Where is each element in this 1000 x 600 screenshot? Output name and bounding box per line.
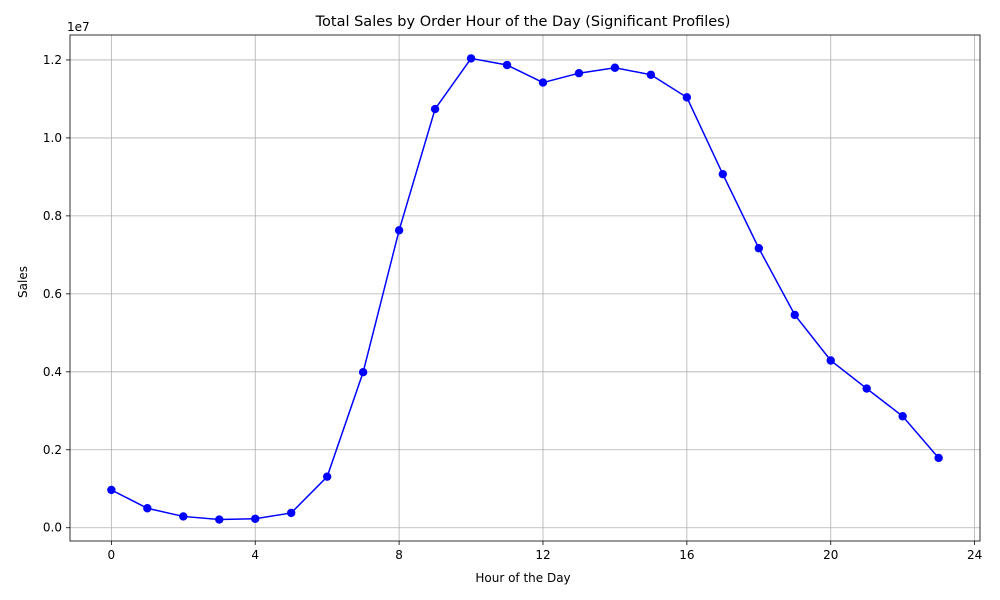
y-scale-label: 1e7	[67, 20, 90, 34]
y-axis-label: Sales	[16, 266, 30, 298]
data-point	[646, 70, 656, 79]
y-tick-label: 0.2	[43, 443, 62, 457]
y-tick-label: 0.8	[43, 209, 62, 223]
data-point	[538, 78, 548, 87]
data-point	[251, 514, 260, 523]
x-axis-label: Hour of the Day	[475, 571, 570, 585]
data-point	[179, 512, 188, 521]
data-point	[358, 368, 368, 377]
y-tick-label: 1.0	[43, 131, 62, 145]
data-point	[430, 104, 440, 114]
x-tick-label: 16	[679, 548, 694, 562]
y-tick-label: 0.6	[43, 287, 62, 301]
data-point	[862, 384, 871, 393]
chart-title: Total Sales by Order Hour of the Day (Si…	[315, 14, 731, 30]
y-tick-label: 0.0	[43, 521, 62, 535]
axis-ticks: 0 4 8 12 16 20 24 0.0 0.2 0.4 0.6 0.8 1.0 1.2	[43, 53, 982, 562]
data-point	[502, 60, 512, 70]
data-point	[107, 485, 116, 495]
data-point	[574, 69, 584, 78]
data-point	[322, 472, 332, 481]
x-tick-label: 20	[823, 548, 838, 562]
data-point	[790, 310, 799, 320]
data-point	[394, 226, 404, 235]
data-point	[215, 515, 224, 524]
data-point	[898, 412, 907, 421]
series-group	[107, 54, 943, 524]
data-point	[754, 244, 763, 253]
data-point	[934, 453, 943, 463]
y-tick-label: 0.4	[43, 365, 62, 379]
data-point	[826, 356, 835, 365]
data-point	[682, 93, 692, 102]
x-tick-label: 0	[108, 548, 116, 562]
data-point	[466, 54, 476, 63]
plot-frame	[69, 34, 981, 542]
x-tick-label: 12	[535, 548, 550, 562]
y-tick-label: 1.2	[43, 53, 62, 67]
x-tick-label: 24	[967, 548, 982, 562]
grid-lines	[70, 35, 980, 541]
data-point	[287, 508, 296, 518]
data-point	[143, 504, 152, 513]
data-point	[610, 63, 620, 72]
series-line	[111, 57, 940, 521]
x-tick-label: 8	[395, 548, 403, 562]
x-tick-label: 4	[251, 548, 259, 562]
data-point	[718, 169, 728, 179]
